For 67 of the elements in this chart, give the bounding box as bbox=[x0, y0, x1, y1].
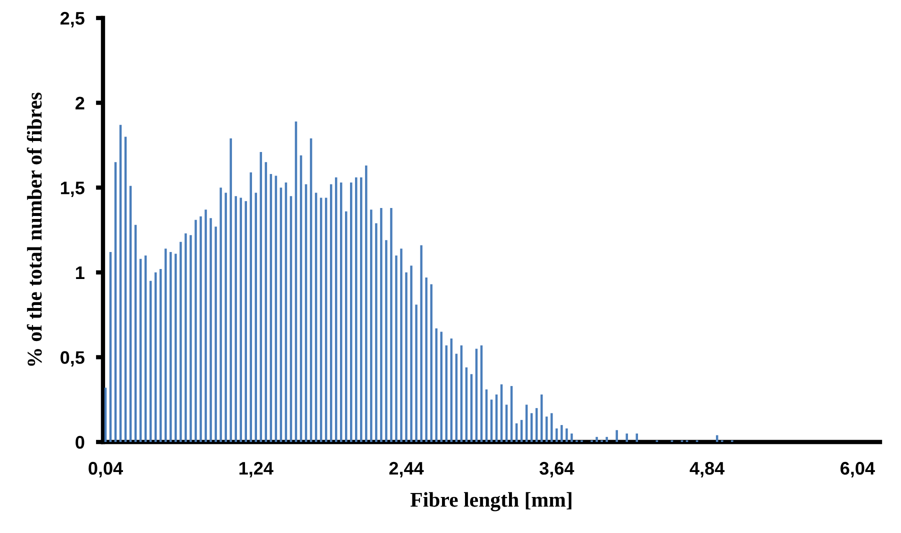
x-tick-label: 1,24 bbox=[239, 462, 274, 478]
bar bbox=[234, 196, 237, 442]
bar bbox=[230, 138, 232, 442]
y-tick-label: 0,5 bbox=[60, 351, 84, 367]
bar bbox=[244, 201, 247, 442]
bar bbox=[440, 332, 442, 442]
x-tick-label: 4,84 bbox=[690, 462, 725, 478]
bar bbox=[345, 211, 348, 442]
bar bbox=[400, 248, 402, 442]
x-tick-label: 6,04 bbox=[840, 462, 875, 478]
bar bbox=[606, 436, 608, 442]
bar bbox=[170, 252, 172, 442]
y-axis-title: % of the total number of fibres bbox=[26, 92, 42, 366]
bar bbox=[570, 434, 573, 442]
bar bbox=[425, 277, 428, 442]
bar bbox=[350, 182, 352, 442]
bar bbox=[636, 434, 638, 442]
y-tick-label: 0 bbox=[76, 436, 84, 449]
y-tick-label: 1 bbox=[76, 266, 84, 279]
bar bbox=[164, 248, 167, 442]
bar bbox=[616, 430, 618, 442]
bar bbox=[240, 198, 242, 442]
bar bbox=[174, 254, 177, 442]
bar bbox=[390, 208, 392, 442]
y-tick-label: 2,5 bbox=[60, 12, 84, 28]
bar bbox=[184, 233, 187, 442]
bar bbox=[210, 218, 212, 442]
x-axis-title: Fibre length [mm] bbox=[410, 492, 572, 512]
bar bbox=[375, 223, 378, 442]
bar bbox=[550, 413, 553, 442]
x-tick-label: 0,04 bbox=[88, 462, 123, 478]
bar bbox=[370, 210, 372, 442]
bar bbox=[149, 280, 152, 442]
bar bbox=[214, 226, 217, 442]
bar bbox=[405, 272, 408, 442]
bar bbox=[220, 188, 222, 442]
bar bbox=[546, 416, 548, 442]
bar bbox=[556, 428, 558, 442]
bar bbox=[190, 235, 192, 442]
bar bbox=[415, 304, 418, 442]
bar bbox=[596, 436, 598, 442]
x-tick-label: 2,44 bbox=[389, 462, 424, 478]
y-tick-label: 2 bbox=[76, 96, 84, 110]
bar bbox=[380, 208, 382, 442]
bar bbox=[355, 177, 358, 442]
bar bbox=[154, 272, 157, 442]
bar bbox=[180, 242, 182, 442]
bar bbox=[360, 177, 362, 442]
bar bbox=[540, 394, 543, 442]
bar bbox=[200, 216, 202, 442]
bar bbox=[194, 220, 197, 442]
bar bbox=[365, 166, 368, 442]
bar bbox=[435, 328, 438, 442]
bar bbox=[560, 425, 563, 442]
bar bbox=[430, 284, 432, 442]
bar bbox=[395, 255, 398, 442]
bar bbox=[566, 428, 568, 442]
x-tick-label: 3,64 bbox=[540, 462, 574, 478]
bar bbox=[420, 245, 422, 442]
bar bbox=[716, 435, 718, 442]
bar bbox=[385, 240, 388, 442]
bar bbox=[160, 269, 162, 442]
bar bbox=[224, 192, 227, 442]
bar bbox=[204, 210, 207, 442]
bar bbox=[626, 434, 628, 442]
y-tick-label: 1,5 bbox=[60, 182, 84, 197]
bar bbox=[410, 266, 412, 442]
